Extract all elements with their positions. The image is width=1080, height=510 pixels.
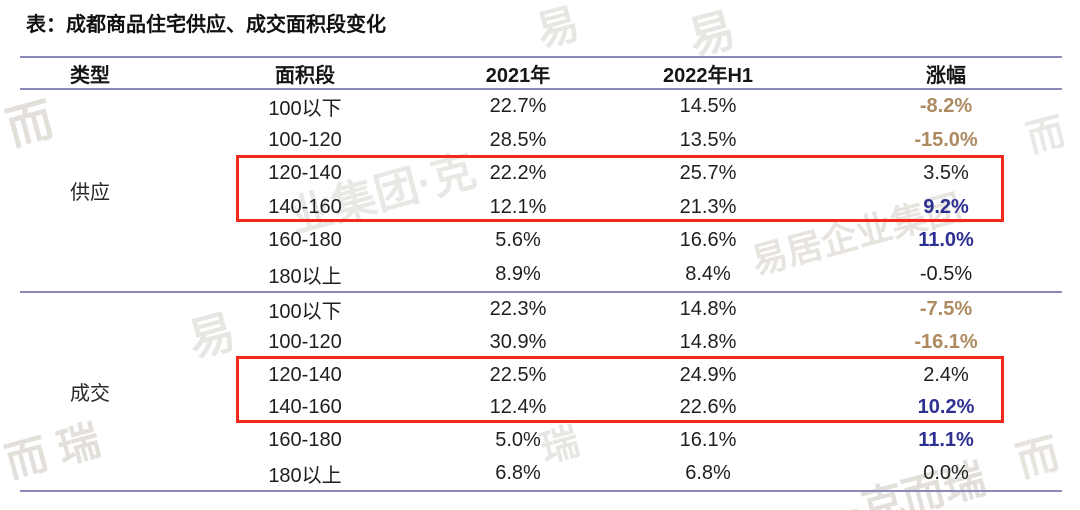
- value-2021-cell: 22.2%: [489, 162, 547, 185]
- table-group-transaction: 成交 100以下 22.3% 14.8% -7.5% 100-120 30.9% 14.8% -…: [20, 293, 1062, 492]
- value-2022h1-cell: 16.6%: [679, 229, 737, 252]
- change-cell: -16.1%: [914, 330, 978, 353]
- value-2021-cell: 6.8%: [495, 462, 541, 485]
- table-row: 120-140 22.2% 25.7% 3.5%: [160, 157, 1062, 191]
- value-2021-cell: 28.5%: [489, 128, 547, 151]
- value-2022h1-cell: 14.8%: [679, 297, 737, 320]
- value-2022h1-cell: 14.8%: [679, 330, 737, 353]
- table-row: 140-160 12.1% 21.3% 9.2%: [160, 191, 1062, 225]
- segment-cell: 140-160: [268, 396, 342, 419]
- header-2022h1: 2022年H1: [662, 64, 754, 87]
- group-rows: 100以下 22.3% 14.8% -7.5% 100-120 30.9% 14.8% -16…: [160, 293, 1062, 490]
- value-2021-cell: 8.9%: [495, 262, 541, 285]
- value-2021-cell: 5.6%: [495, 229, 541, 252]
- change-cell: -0.5%: [919, 262, 973, 285]
- table-row: 100以下 22.7% 14.5% -8.2%: [160, 90, 1062, 124]
- value-2021-cell: 22.3%: [489, 297, 547, 320]
- segment-cell: 140-160: [268, 195, 342, 218]
- table-header-row: 类型 面积段 2021年 2022年H1 涨幅: [20, 56, 1062, 90]
- value-2022h1-cell: 8.4%: [685, 262, 731, 285]
- segment-cell: 100-120: [268, 128, 342, 151]
- segment-cell: 180以上: [268, 265, 342, 288]
- change-cell: -7.5%: [919, 297, 973, 320]
- change-cell: 9.2%: [923, 195, 969, 218]
- change-cell: 11.1%: [918, 429, 974, 452]
- change-cell: -8.2%: [919, 95, 973, 118]
- table-row: 100-120 28.5% 13.5% -15.0%: [160, 124, 1062, 158]
- table-row: 140-160 12.4% 22.6% 10.2%: [160, 391, 1062, 424]
- table-row: 100-120 30.9% 14.8% -16.1%: [160, 326, 1062, 359]
- value-2022h1-cell: 21.3%: [679, 195, 737, 218]
- change-cell: 2.4%: [923, 363, 969, 386]
- value-2021-cell: 5.0%: [495, 429, 541, 452]
- group-type-label: 供应: [70, 182, 110, 204]
- segment-cell: 120-140: [268, 363, 342, 386]
- value-2022h1-cell: 22.6%: [679, 396, 737, 419]
- value-2022h1-cell: 16.1%: [679, 429, 737, 452]
- table-row: 160-180 5.0% 16.1% 11.1%: [160, 424, 1062, 457]
- table-row: 160-180 5.6% 16.6% 11.0%: [160, 224, 1062, 258]
- segment-cell: 160-180: [268, 229, 342, 252]
- table-row: 100以下 22.3% 14.8% -7.5%: [160, 293, 1062, 326]
- change-cell: 3.5%: [923, 162, 969, 185]
- group-rows: 100以下 22.7% 14.5% -8.2% 100-120 28.5% 13.5% -15…: [160, 90, 1062, 291]
- value-2021-cell: 12.4%: [489, 396, 547, 419]
- table-group-supply: 供应 100以下 22.7% 14.5% -8.2% 100-120 28.5% 13.5% -…: [20, 90, 1062, 293]
- change-cell: 0.0%: [923, 462, 969, 485]
- value-2022h1-cell: 14.5%: [679, 95, 737, 118]
- change-cell: -15.0%: [914, 128, 978, 151]
- segment-cell: 180以上: [268, 465, 342, 488]
- table-row: 180以上 8.9% 8.4% -0.5%: [160, 258, 1062, 292]
- header-change: 涨幅: [926, 64, 966, 87]
- change-cell: 11.0%: [918, 229, 974, 252]
- watermark-text: 易: [531, 0, 585, 56]
- value-2021-cell: 30.9%: [489, 330, 547, 353]
- value-2021-cell: 22.5%: [489, 363, 547, 386]
- value-2022h1-cell: 24.9%: [679, 363, 737, 386]
- data-table: 类型 面积段 2021年 2022年H1 涨幅 供应 100以下 22.7% 14.5…: [20, 56, 1062, 492]
- table-row: 120-140 22.5% 24.9% 2.4%: [160, 359, 1062, 392]
- header-type: 类型: [70, 64, 110, 87]
- table-title: 表：成都商品住宅供应、成交面积段变化: [26, 14, 386, 36]
- group-type-label: 成交: [70, 383, 110, 405]
- segment-cell: 100-120: [268, 330, 342, 353]
- segment-cell: 100以下: [268, 300, 342, 323]
- segment-cell: 160-180: [268, 429, 342, 452]
- header-2021: 2021年: [485, 64, 551, 87]
- header-segment: 面积段: [275, 64, 335, 87]
- value-2021-cell: 12.1%: [489, 195, 547, 218]
- value-2022h1-cell: 25.7%: [679, 162, 737, 185]
- value-2022h1-cell: 13.5%: [679, 128, 737, 151]
- table-row: 180以上 6.8% 6.8% 0.0%: [160, 457, 1062, 490]
- segment-cell: 120-140: [268, 162, 342, 185]
- change-cell: 10.2%: [917, 396, 975, 419]
- value-2021-cell: 22.7%: [489, 95, 547, 118]
- value-2022h1-cell: 6.8%: [685, 462, 731, 485]
- segment-cell: 100以下: [268, 98, 342, 121]
- table-body: 供应 100以下 22.7% 14.5% -8.2% 100-120 28.5% 13.5% -…: [20, 90, 1062, 492]
